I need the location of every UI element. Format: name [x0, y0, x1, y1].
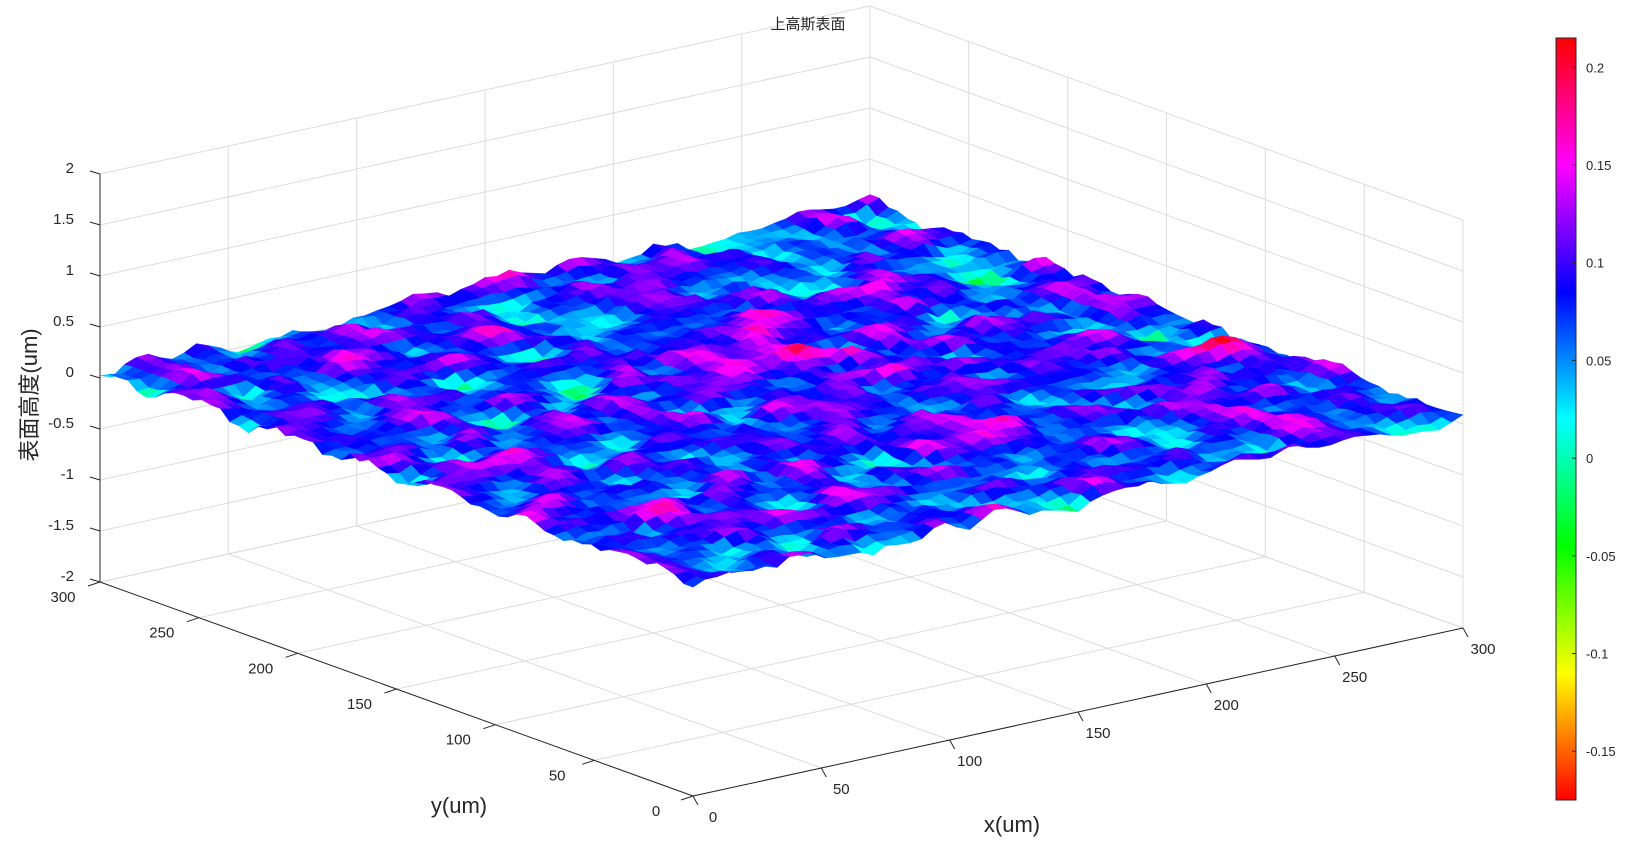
- x-tick-mark: [820, 767, 827, 778]
- x-tick-mark: [1205, 683, 1212, 694]
- y-tick-label: 200: [248, 660, 273, 677]
- y-tick-mark: [680, 795, 694, 801]
- x-tick-mark: [692, 795, 699, 806]
- colorbar-tick-label: 0.2: [1586, 60, 1604, 75]
- colorbar-tick-label: -0.05: [1586, 549, 1616, 564]
- surface-mesh: [99, 194, 1464, 588]
- grid-line-wall-z: [869, 158, 1464, 374]
- y-tick-label: 50: [549, 767, 566, 784]
- x-tick-mark: [949, 739, 956, 750]
- colorbar-tick-label: -0.15: [1586, 744, 1616, 759]
- z-tick-label: -2: [61, 568, 74, 585]
- x-tick-label: 300: [1470, 641, 1495, 658]
- grid-line-wall-z: [869, 56, 1464, 272]
- y-tick-mark: [384, 688, 397, 694]
- x-tick-label: 0: [709, 809, 717, 826]
- x-tick-label: 150: [1085, 725, 1110, 742]
- grid-line-floor-y: [594, 591, 1365, 761]
- z-tick-label: 0: [66, 364, 74, 381]
- y-tick-mark: [285, 652, 298, 658]
- z-tick-mark: [89, 170, 101, 175]
- z-tick-label: 2: [66, 160, 74, 177]
- grid-line-floor-y: [396, 520, 1167, 690]
- grid-line-wall-z: [99, 107, 871, 277]
- y-tick-mark: [483, 724, 496, 730]
- colorbar-bar: [1555, 37, 1577, 801]
- x-tick-mark: [1077, 711, 1084, 722]
- grid-line-wall-z: [869, 107, 1464, 323]
- x-tick-mark: [1462, 627, 1469, 638]
- grid-line-wall-z: [869, 5, 1464, 221]
- grid-line-wall-z: [99, 158, 871, 328]
- grid-line-floor-y: [495, 556, 1266, 726]
- y-axis-label: y(um): [431, 793, 487, 818]
- z-tick-label: 1.5: [53, 211, 74, 228]
- x-axis-label: x(um): [984, 812, 1040, 837]
- x-tick-mark: [1334, 655, 1341, 666]
- grid-line-wall-z: [99, 5, 871, 175]
- chart-title: 上高斯表面: [770, 15, 845, 33]
- z-tick-label: -0.5: [48, 415, 74, 432]
- y-tick-label: 300: [50, 589, 75, 606]
- z-tick-mark: [89, 578, 101, 583]
- y-tick-label: 250: [149, 625, 174, 642]
- y-tick-mark: [582, 759, 595, 765]
- z-tick-mark: [89, 425, 101, 430]
- z-tick-label: 1: [66, 262, 74, 279]
- y-tick-label: 0: [652, 803, 660, 820]
- z-tick-mark: [89, 476, 101, 481]
- z-tick-mark: [89, 323, 101, 328]
- x-tick-label: 250: [1342, 669, 1367, 686]
- colorbar-tick-label: 0.15: [1586, 158, 1611, 173]
- x-tick-label: 100: [957, 753, 982, 770]
- z-tick-label: -1: [61, 466, 74, 483]
- x-tick-label: 50: [833, 781, 850, 798]
- colorbar: -0.15 -0.1 -0.05 0 0.05 0.1 0.15 0.2: [1555, 37, 1616, 801]
- grid-line-wall-z: [99, 56, 871, 226]
- colorbar-tick-label: 0.1: [1586, 256, 1604, 271]
- z-axis-label: 表面高度(um): [17, 328, 42, 461]
- z-tick-mark: [89, 221, 101, 226]
- z-tick-label: -1.5: [48, 517, 74, 534]
- z-tick-mark: [89, 374, 101, 379]
- colorbar-tick-label: 0.05: [1586, 353, 1611, 368]
- z-tick-mark: [89, 272, 101, 277]
- x-tick-label: 200: [1214, 697, 1239, 714]
- z-tick-mark: [89, 527, 101, 532]
- z-tick-label: 0.5: [53, 313, 74, 330]
- y-tick-label: 100: [446, 732, 471, 749]
- colorbar-tick-label: 0: [1586, 451, 1593, 466]
- y-tick-mark: [186, 617, 199, 623]
- y-tick-label: 150: [347, 696, 372, 713]
- colorbar-tick-label: -0.1: [1586, 647, 1608, 662]
- y-tick-mark: [87, 581, 101, 587]
